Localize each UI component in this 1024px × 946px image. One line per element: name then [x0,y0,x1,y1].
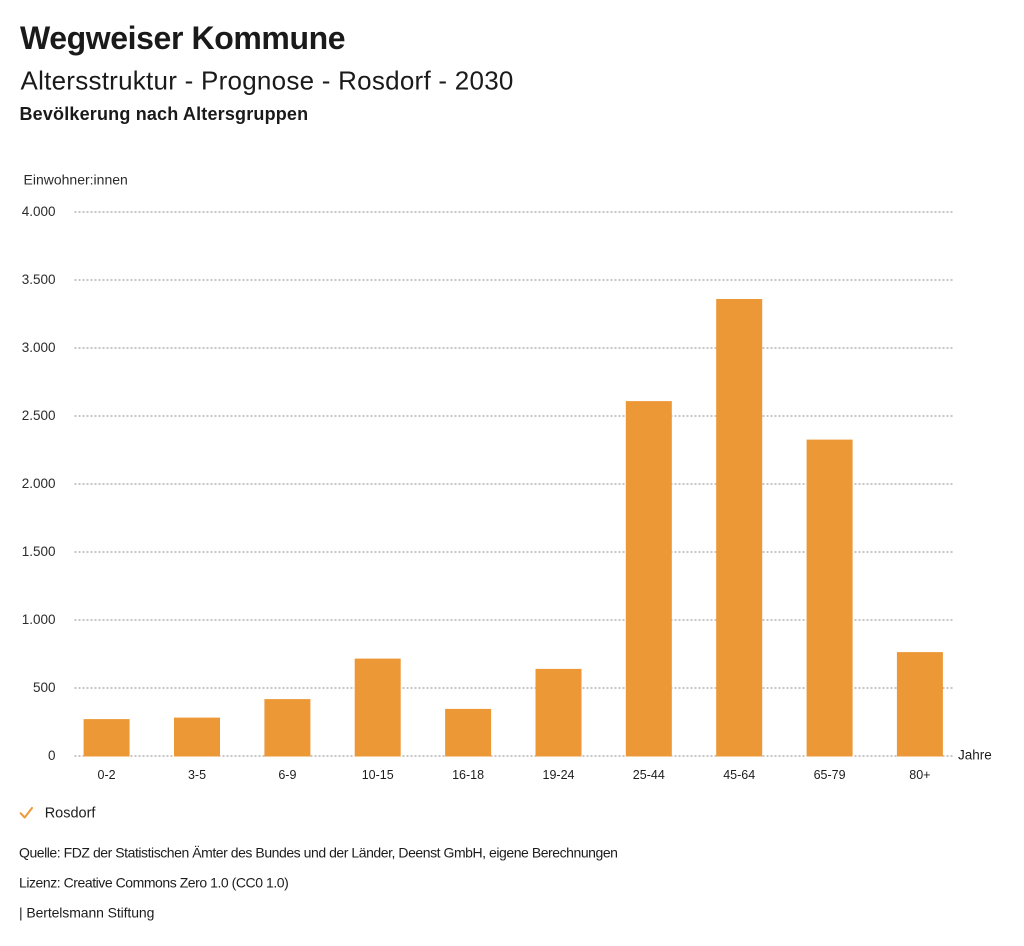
svg-text:Quelle: FDZ der Statistischen: Quelle: FDZ der Statistischen Ämter des … [19,845,618,861]
svg-text:Bevölkerung nach Altersgruppen: Bevölkerung nach Altersgruppen [20,104,309,124]
svg-text:1.000: 1.000 [22,612,56,627]
svg-text:Altersstruktur - Prognose - Ro: Altersstruktur - Prognose - Rosdorf - 20… [21,65,514,95]
svg-text:Einwohner:innen: Einwohner:innen [24,172,128,188]
svg-text:3.000: 3.000 [22,340,56,355]
svg-text:4.000: 4.000 [22,204,56,219]
svg-text:10-15: 10-15 [362,768,394,782]
svg-text:Rosdorf: Rosdorf [45,806,97,822]
svg-text:2.500: 2.500 [22,408,56,423]
svg-text:80+: 80+ [909,768,930,782]
svg-text:1.500: 1.500 [22,544,56,559]
svg-text:65-79: 65-79 [814,768,846,782]
svg-text:0: 0 [48,748,56,763]
svg-text:| Bertelsmann Stiftung: | Bertelsmann Stiftung [19,905,154,921]
svg-text:25-44: 25-44 [633,768,665,782]
svg-text:Jahre: Jahre [958,748,992,763]
svg-text:16-18: 16-18 [452,768,484,782]
svg-text:Wegweiser Kommune: Wegweiser Kommune [20,20,345,56]
svg-text:3.500: 3.500 [22,272,56,287]
svg-text:6-9: 6-9 [278,768,296,782]
svg-text:45-64: 45-64 [723,768,755,782]
svg-text:19-24: 19-24 [543,768,575,782]
svg-text:3-5: 3-5 [188,768,206,782]
svg-text:0-2: 0-2 [98,768,116,782]
svg-text:2.000: 2.000 [22,476,56,491]
svg-text:500: 500 [33,680,56,695]
svg-text:Lizenz: Creative Commons Zero: Lizenz: Creative Commons Zero 1.0 (CC0 1… [19,875,288,891]
